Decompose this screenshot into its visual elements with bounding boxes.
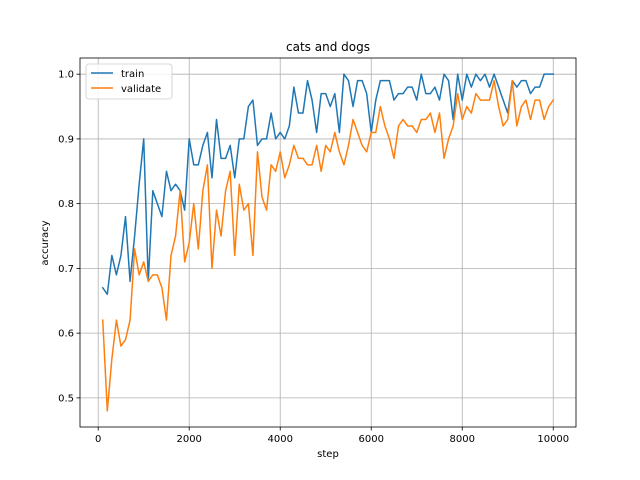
x-axis-label: step <box>317 449 339 460</box>
series-line-validate <box>101 79 555 412</box>
legend-validate-label: validate <box>121 84 161 95</box>
y-tick-label: 1.0 <box>58 70 74 81</box>
x-tick-label: 8000 <box>450 434 475 445</box>
legend-train-label: train <box>121 69 144 80</box>
plot-frame <box>79 57 577 428</box>
x-tick-label: 10000 <box>537 434 569 445</box>
series-line-train <box>101 73 554 296</box>
y-tick-label: 0.9 <box>58 134 74 145</box>
y-tick-label: 0.8 <box>58 199 74 210</box>
x-tick-label: 6000 <box>359 434 384 445</box>
x-tick-label: 2000 <box>176 434 201 445</box>
y-tick-label: 0.5 <box>58 393 74 404</box>
x-tick-label: 0 <box>95 434 101 445</box>
legend: train validate <box>85 63 173 100</box>
x-tick-label: 4000 <box>267 434 292 445</box>
chart-title: cats and dogs <box>286 40 370 54</box>
axis-ticks: 0 2000 4000 6000 8000 10000 0.5 0.6 0.7 0.8 0.9 1.0 <box>58 70 569 445</box>
y-tick-label: 0.7 <box>58 264 74 275</box>
series-lines <box>101 73 555 412</box>
grid <box>80 58 576 427</box>
y-axis-label: accuracy <box>40 220 51 265</box>
y-tick-label: 0.6 <box>58 329 74 340</box>
